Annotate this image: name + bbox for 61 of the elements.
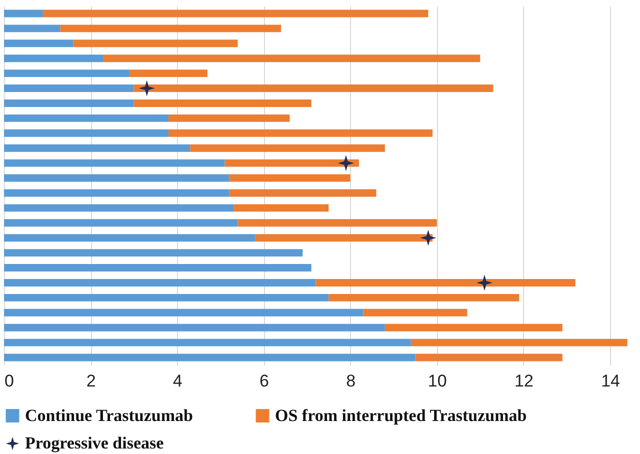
bar: [4, 354, 416, 362]
bar: [224, 159, 359, 167]
bar: [42, 10, 428, 18]
bar: [4, 114, 168, 122]
bar: [415, 354, 562, 362]
bar: [104, 54, 480, 62]
bar: [233, 204, 329, 212]
x-tick-label: 14: [601, 372, 620, 390]
bar: [60, 24, 282, 32]
bar: [255, 234, 433, 242]
bar: [4, 129, 168, 137]
x-tick-label: 10: [428, 372, 447, 390]
bar: [190, 144, 385, 152]
bar: [130, 70, 208, 78]
bar: [229, 174, 350, 182]
bar: [168, 129, 433, 137]
bar: [410, 338, 628, 346]
bar: [4, 10, 43, 18]
bar: [4, 204, 234, 212]
bar: [4, 324, 385, 332]
legend-label: Progressive disease: [25, 434, 164, 452]
bar: [4, 70, 130, 78]
bar: [328, 294, 520, 302]
bar: [134, 99, 312, 107]
bar: [4, 84, 134, 92]
bar: [238, 219, 437, 227]
bar: [4, 159, 225, 167]
bar: [4, 219, 238, 227]
x-tick-label: 8: [346, 372, 356, 390]
bar: [316, 278, 576, 286]
bar: [384, 324, 562, 332]
bar: [4, 308, 364, 316]
legend-label: OS from interrupted Trastuzumab: [275, 406, 527, 425]
bar: [4, 174, 230, 182]
bar: [4, 338, 411, 346]
point: [138, 80, 155, 96]
bar: [4, 40, 74, 48]
bar: [4, 234, 256, 242]
point: [338, 155, 354, 172]
x-tick-label: 4: [172, 372, 182, 390]
bar: [4, 264, 312, 272]
bar: [229, 189, 376, 197]
point: [420, 230, 436, 246]
legend-label: Continue Trastuzumab: [25, 406, 193, 425]
bar: [4, 189, 230, 197]
bar: [4, 144, 190, 152]
bar: [363, 308, 468, 316]
x-tick-label: 12: [514, 372, 534, 390]
point: [476, 274, 493, 291]
bar: [73, 40, 238, 48]
bar: [4, 99, 134, 107]
bar: [134, 84, 494, 92]
bar: [4, 249, 303, 257]
bar: [4, 278, 316, 286]
x-tick-label: 0: [4, 372, 14, 390]
bar: [168, 114, 290, 122]
x-tick-label: 2: [86, 372, 96, 390]
bar: [4, 294, 329, 302]
bar: [4, 54, 104, 62]
x-tick-label: 6: [259, 372, 269, 390]
bar: [4, 24, 60, 32]
